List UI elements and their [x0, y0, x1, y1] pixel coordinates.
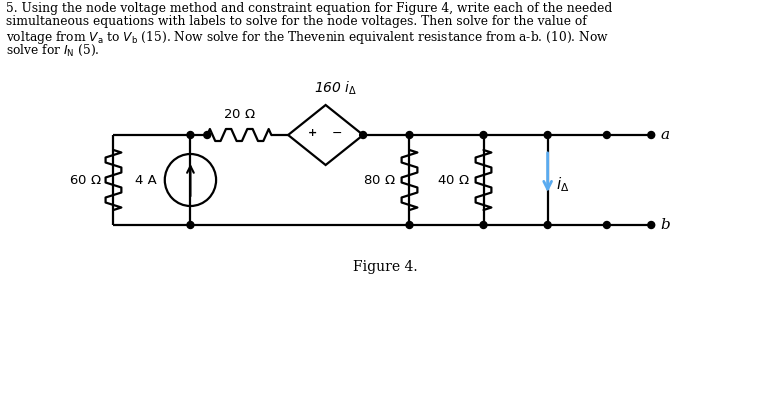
Circle shape [604, 222, 610, 228]
Circle shape [604, 132, 610, 138]
Circle shape [544, 222, 551, 228]
Circle shape [480, 222, 487, 228]
Circle shape [360, 132, 367, 138]
Circle shape [648, 222, 655, 228]
Text: 60 $\Omega$: 60 $\Omega$ [69, 173, 102, 187]
Text: a: a [660, 128, 670, 142]
Text: voltage from $\it{V}_{\rm{a}}$ to $\it{V}_{\rm{b}}$ (15). Now solve for the Thev: voltage from $\it{V}_{\rm{a}}$ to $\it{V… [6, 29, 609, 46]
Text: 80 $\Omega$: 80 $\Omega$ [363, 173, 396, 187]
Circle shape [406, 132, 413, 138]
Circle shape [187, 132, 194, 138]
Text: +: + [308, 128, 318, 138]
Text: solve for $I_{\rm{N}}$ (5).: solve for $I_{\rm{N}}$ (5). [6, 43, 100, 58]
Text: 40 $\Omega$: 40 $\Omega$ [437, 173, 470, 187]
Circle shape [204, 132, 211, 138]
Text: Figure 4.: Figure 4. [353, 260, 417, 274]
Circle shape [544, 132, 551, 138]
Text: $i_\Delta$: $i_\Delta$ [556, 176, 569, 195]
Circle shape [480, 132, 487, 138]
Circle shape [648, 132, 655, 138]
Circle shape [406, 222, 413, 228]
Text: 4 A: 4 A [135, 173, 157, 187]
Text: simultaneous equations with labels to solve for the node voltages. Then solve fo: simultaneous equations with labels to so… [6, 15, 587, 28]
Text: 20 $\Omega$: 20 $\Omega$ [223, 108, 256, 121]
Text: 5. Using the node voltage method and constraint equation for Figure 4, write eac: 5. Using the node voltage method and con… [6, 2, 612, 15]
Text: 160 $i_\Delta$: 160 $i_\Delta$ [314, 80, 357, 97]
Circle shape [187, 222, 194, 228]
Text: −: − [331, 127, 342, 140]
Text: b: b [660, 218, 670, 232]
